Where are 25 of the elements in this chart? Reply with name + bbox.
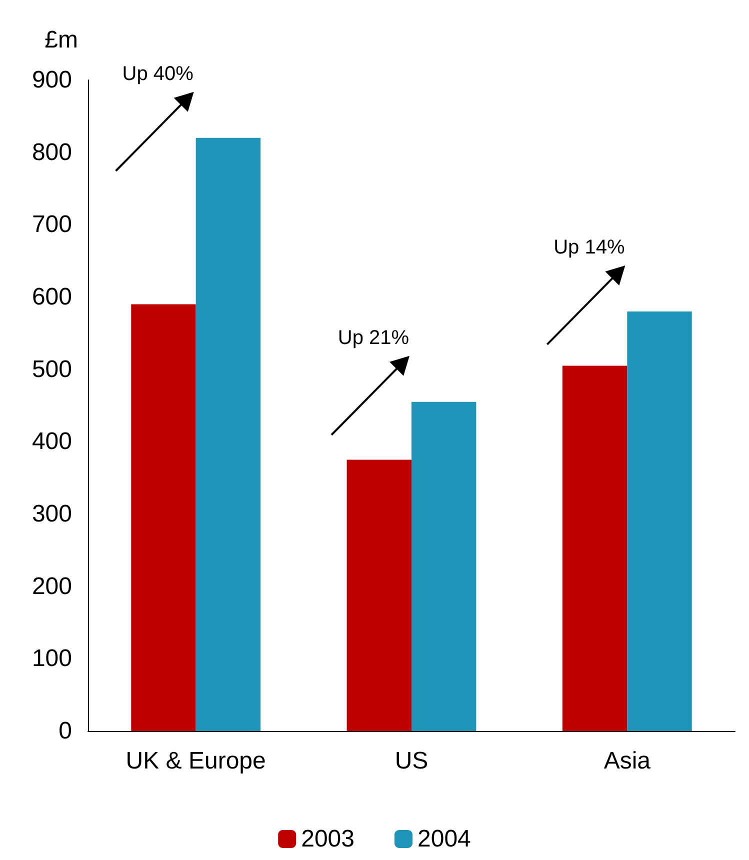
bar bbox=[346, 460, 412, 731]
bar bbox=[196, 138, 261, 731]
x-tick-label: Asia bbox=[604, 748, 652, 774]
y-tick-label: 100 bbox=[32, 645, 72, 672]
y-tick-label: 200 bbox=[32, 572, 72, 600]
y-tick-label: 900 bbox=[32, 66, 72, 94]
y-tick-label: 400 bbox=[32, 428, 72, 456]
annotation: Up 40% bbox=[122, 62, 194, 85]
y-tick-label: 500 bbox=[32, 356, 72, 383]
y-tick-label: 300 bbox=[32, 500, 72, 528]
legend-label: 2004 bbox=[418, 826, 471, 852]
y-tick-label: 0 bbox=[58, 718, 72, 744]
annotation: Up 21% bbox=[338, 326, 410, 349]
bar bbox=[412, 402, 476, 731]
y-axis-title: £m bbox=[44, 26, 78, 54]
annotation: Up 14% bbox=[554, 236, 625, 258]
bar bbox=[131, 304, 196, 731]
bar bbox=[627, 311, 692, 731]
y-tick-label: 800 bbox=[32, 138, 72, 166]
bar bbox=[562, 366, 628, 731]
legend-label: 2003 bbox=[301, 826, 354, 852]
x-tick-label: UK & Europe bbox=[126, 748, 266, 774]
x-tick-label: US bbox=[394, 748, 428, 774]
y-tick-label: 700 bbox=[32, 211, 72, 238]
y-tick-label: 600 bbox=[32, 284, 72, 310]
